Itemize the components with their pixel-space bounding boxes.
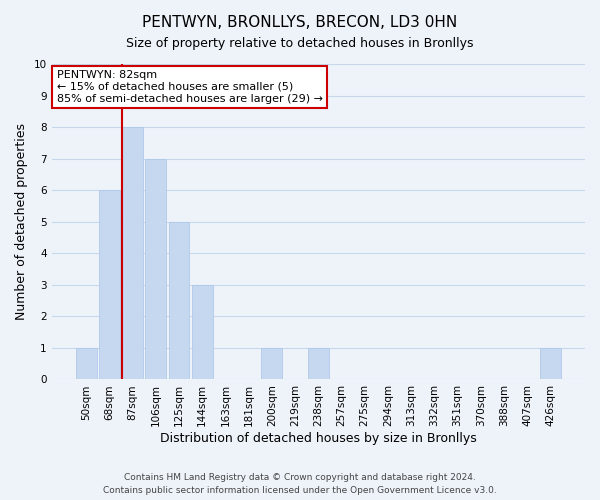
Bar (99, 190, 120, 380)
Bar (262, 348, 283, 380)
Text: PENTWYN: 82sqm
← 15% of detached houses are smaller (5)
85% of semi-detached hou: PENTWYN: 82sqm ← 15% of detached houses … (57, 70, 323, 104)
Text: PENTWYN, BRONLLYS, BRECON, LD3 0HN: PENTWYN, BRONLLYS, BRECON, LD3 0HN (142, 15, 458, 30)
Bar (122, 127, 143, 380)
Text: Size of property relative to detached houses in Bronllys: Size of property relative to detached ho… (126, 38, 474, 51)
Bar (540, 348, 561, 380)
Bar (308, 348, 329, 380)
Bar (169, 222, 190, 380)
Y-axis label: Number of detached properties: Number of detached properties (15, 123, 28, 320)
Text: Contains HM Land Registry data © Crown copyright and database right 2024.
Contai: Contains HM Land Registry data © Crown c… (103, 474, 497, 495)
Bar (192, 285, 212, 380)
Bar (76, 348, 97, 380)
Bar (145, 158, 166, 380)
X-axis label: Distribution of detached houses by size in Bronllys: Distribution of detached houses by size … (160, 432, 476, 445)
